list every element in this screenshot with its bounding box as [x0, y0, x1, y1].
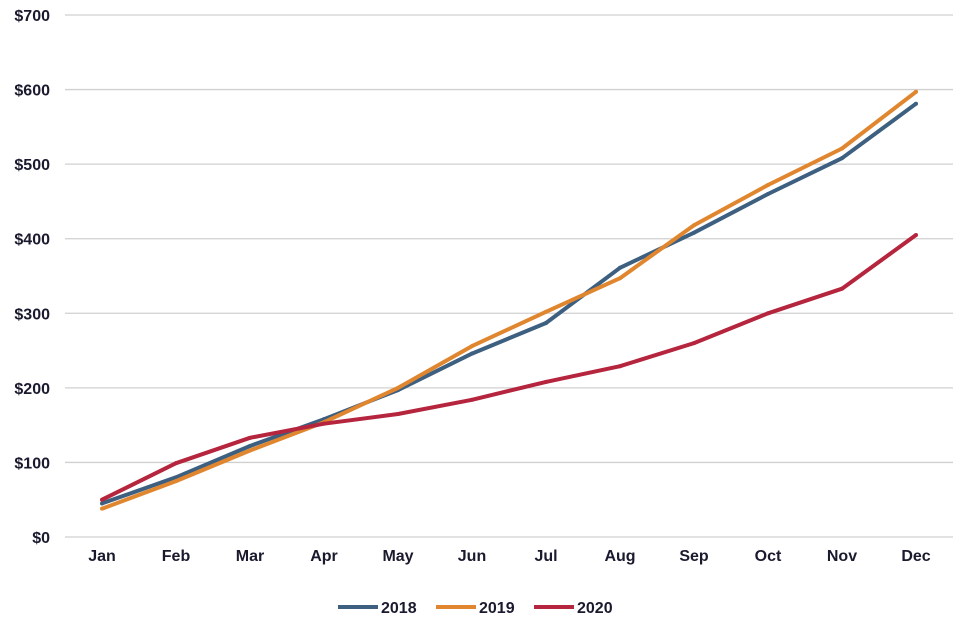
series-line-2019 — [101, 90, 918, 511]
x-tick-label: Jun — [458, 548, 486, 565]
y-tick-label: $600 — [14, 83, 50, 100]
legend-label-2019: 2019 — [479, 600, 515, 617]
y-tick-label: $100 — [14, 455, 50, 472]
data-point-2020 — [470, 397, 474, 402]
data-point-2019 — [248, 448, 252, 453]
data-point-2019 — [174, 479, 178, 484]
data-point-2018 — [840, 156, 844, 161]
x-axis-ticks: Jan Feb Mar Apr May Jun Jul Aug Sep Oct Nov Dec — [88, 548, 931, 565]
data-point-2019 — [618, 276, 622, 281]
y-tick-label: $300 — [14, 306, 50, 323]
y-tick-label: $400 — [14, 232, 50, 249]
data-point-2018 — [692, 230, 696, 235]
data-point-2018 — [766, 191, 770, 196]
legend-label-2018: 2018 — [381, 600, 417, 617]
data-point-2020 — [248, 435, 252, 440]
data-point-2020 — [914, 232, 918, 237]
data-point-2018 — [248, 444, 252, 449]
x-tick-label: Jan — [88, 548, 116, 565]
grid-lines — [65, 14, 953, 538]
series-lines — [100, 89, 918, 511]
x-tick-label: Feb — [162, 548, 191, 565]
data-point-2020 — [544, 379, 548, 384]
data-point-2020 — [174, 461, 178, 466]
data-point-2019 — [692, 223, 696, 228]
legend: 2018 2019 2020 — [338, 600, 613, 617]
data-point-2018 — [100, 501, 104, 506]
data-point-2019 — [766, 183, 770, 188]
x-tick-label: Aug — [604, 548, 635, 565]
data-point-2018 — [470, 351, 474, 356]
data-point-2018 — [544, 320, 548, 325]
x-tick-label: May — [382, 548, 413, 565]
data-point-2019 — [914, 89, 918, 94]
data-point-2018 — [914, 101, 918, 106]
y-tick-label: $500 — [14, 157, 50, 174]
data-point-2019 — [100, 506, 104, 511]
y-axis-ticks: $0 $100 $200 $300 $400 $500 $600 $700 — [14, 8, 50, 547]
data-point-2020 — [692, 341, 696, 346]
data-point-2019 — [544, 309, 548, 314]
data-point-2019 — [840, 146, 844, 151]
data-point-2020 — [322, 421, 326, 426]
data-point-2018 — [174, 475, 178, 480]
data-point-2020 — [840, 286, 844, 291]
x-tick-label: Mar — [236, 548, 264, 565]
x-tick-label: Dec — [901, 548, 930, 565]
x-tick-label: Sep — [679, 548, 709, 565]
y-tick-label: $0 — [32, 530, 50, 547]
data-point-2019 — [396, 385, 400, 390]
data-point-2020 — [766, 311, 770, 316]
series-line-2020 — [101, 233, 918, 502]
x-tick-label: Apr — [310, 548, 338, 565]
data-point-2018 — [618, 265, 622, 270]
x-tick-label: Oct — [755, 548, 782, 565]
series-line-2018 — [101, 102, 918, 506]
data-point-2020 — [100, 497, 104, 502]
y-tick-label: $700 — [14, 8, 50, 25]
legend-label-2020: 2020 — [577, 600, 613, 617]
data-point-2020 — [396, 411, 400, 416]
x-tick-label: Jul — [534, 548, 557, 565]
y-tick-label: $200 — [14, 381, 50, 398]
data-point-2020 — [618, 364, 622, 369]
x-tick-label: Nov — [827, 548, 857, 565]
data-point-2019 — [470, 344, 474, 349]
